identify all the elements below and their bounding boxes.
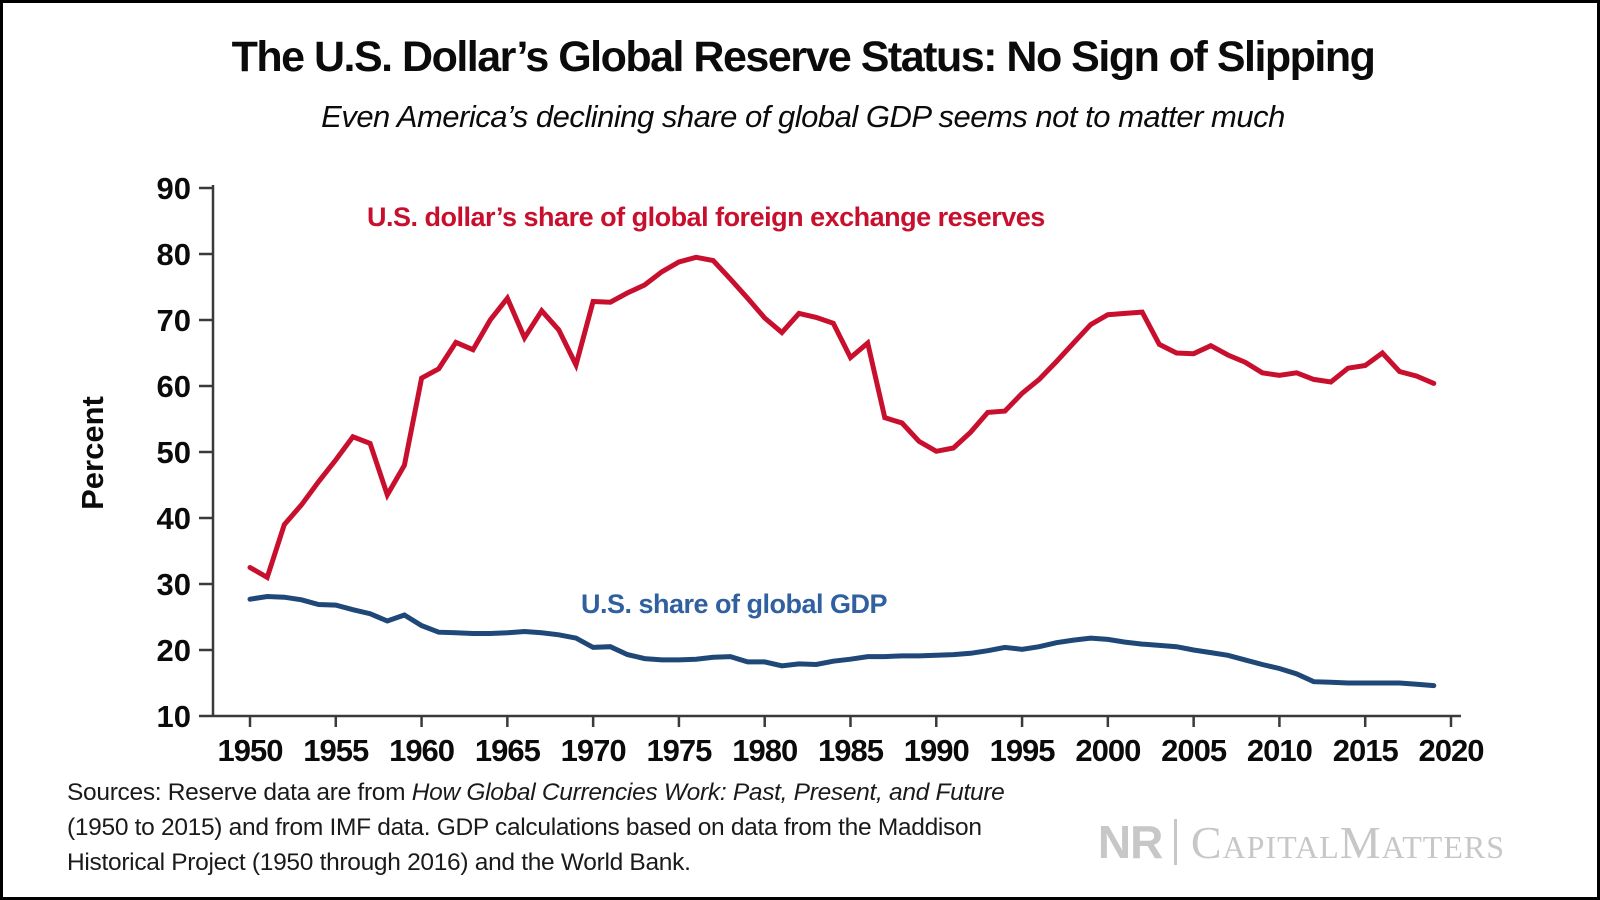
y-tick-label: 30 bbox=[157, 567, 191, 602]
nr-logo-text: NR bbox=[1097, 816, 1163, 868]
x-tick-label: 1975 bbox=[646, 733, 712, 768]
book-title: How Global Currencies Work: Past, Presen… bbox=[411, 779, 1005, 806]
x-tick-label: 2000 bbox=[1075, 733, 1140, 768]
y-tick-label: 20 bbox=[157, 633, 191, 668]
page-title: The U.S. Dollar’s Global Reserve Status:… bbox=[231, 33, 1376, 81]
y-tick-label: 40 bbox=[157, 501, 191, 536]
x-tick-label: 1955 bbox=[303, 733, 369, 768]
x-tick-label: 1970 bbox=[561, 733, 626, 768]
x-tick-label: 1960 bbox=[389, 733, 454, 768]
reserves-series-label: U.S. dollar’s share of global foreign ex… bbox=[367, 202, 1045, 232]
capital-matters-logo: NR CAPITALMATTERS bbox=[1098, 815, 1505, 869]
y-tick-label: 80 bbox=[157, 237, 191, 272]
sources-note: Sources: Reserve data are from How Globa… bbox=[67, 775, 1047, 880]
x-tick-label: 1965 bbox=[475, 733, 541, 768]
x-tick-label: 2015 bbox=[1333, 733, 1399, 768]
sources-line2: (1950 to 2015) and from IMF data. GDP ca… bbox=[67, 814, 982, 841]
y-tick-label: 10 bbox=[157, 699, 191, 734]
x-tick-label: 2005 bbox=[1161, 733, 1227, 768]
sources-line3: Historical Project (1950 through 2016) a… bbox=[67, 849, 691, 876]
x-tick-label: 1980 bbox=[732, 733, 797, 768]
page-subtitle: Even America’s declining share of global… bbox=[321, 99, 1285, 134]
x-tick-label: 2010 bbox=[1247, 733, 1312, 768]
y-tick-label: 70 bbox=[157, 303, 191, 338]
x-tick-label: 1985 bbox=[818, 733, 884, 768]
y-tick-label: 50 bbox=[157, 435, 191, 470]
sources-line1: Sources: Reserve data are from How Globa… bbox=[67, 779, 1005, 806]
reserves-series-line bbox=[247, 254, 1437, 582]
x-tick-label: 1950 bbox=[218, 733, 283, 768]
y-tick-label: 60 bbox=[157, 369, 191, 404]
y-tick-label: 90 bbox=[157, 171, 191, 206]
y-axis-title: Percent bbox=[75, 396, 110, 510]
gdp-series-label: U.S. share of global GDP bbox=[581, 589, 888, 619]
line-chart: 10 20 30 40 50 60 70 80 90 1950 1955 1960 1965 1970 19… bbox=[75, 171, 1484, 768]
x-tick-label: 1990 bbox=[904, 733, 969, 768]
x-tick-label: 2020 bbox=[1419, 733, 1484, 768]
gdp-series-line bbox=[247, 593, 1437, 689]
x-tick-label: 1995 bbox=[990, 733, 1056, 768]
logo-divider bbox=[1174, 819, 1177, 865]
brand-wordmark: CAPITALMATTERS bbox=[1190, 816, 1505, 868]
